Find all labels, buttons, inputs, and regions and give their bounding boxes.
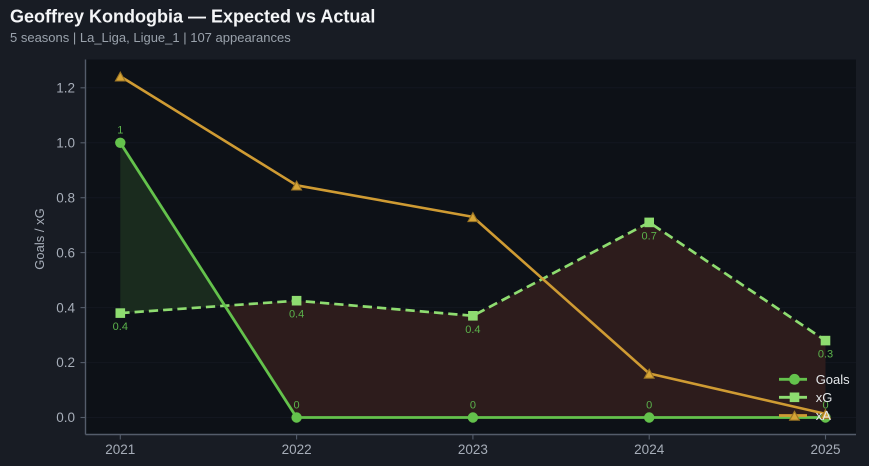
svg-text:xA: xA: [816, 408, 832, 423]
svg-text:0.2: 0.2: [56, 355, 75, 370]
svg-text:0.8: 0.8: [56, 190, 75, 205]
svg-text:5 seasons | La_Liga, Ligue_1 |: 5 seasons | La_Liga, Ligue_1 | 107 appea…: [10, 30, 291, 45]
svg-text:0.4: 0.4: [465, 324, 480, 336]
svg-text:2024: 2024: [634, 442, 665, 457]
svg-text:xG: xG: [816, 390, 833, 405]
svg-text:0.4: 0.4: [56, 300, 75, 315]
svg-text:2023: 2023: [458, 442, 488, 457]
svg-text:0.3: 0.3: [818, 349, 833, 361]
svg-text:0: 0: [822, 399, 828, 411]
svg-text:Geoffrey Kondogbia — Expected: Geoffrey Kondogbia — Expected vs Actual: [10, 7, 375, 27]
svg-text:0.4: 0.4: [289, 309, 304, 321]
svg-text:Goals / xG: Goals / xG: [32, 208, 47, 269]
svg-text:Goals: Goals: [816, 372, 850, 387]
svg-text:1.0: 1.0: [56, 135, 75, 150]
svg-text:2025: 2025: [810, 442, 840, 457]
svg-text:0: 0: [294, 399, 300, 411]
svg-text:0: 0: [470, 399, 476, 411]
svg-text:2021: 2021: [105, 442, 135, 457]
svg-text:0.6: 0.6: [56, 245, 75, 260]
svg-text:0.7: 0.7: [642, 230, 657, 242]
svg-text:0: 0: [646, 399, 652, 411]
svg-text:1.2: 1.2: [56, 81, 75, 96]
svg-text:0.4: 0.4: [113, 321, 128, 333]
svg-text:2022: 2022: [282, 442, 312, 457]
svg-text:1: 1: [117, 125, 123, 137]
svg-text:0.0: 0.0: [56, 410, 75, 425]
